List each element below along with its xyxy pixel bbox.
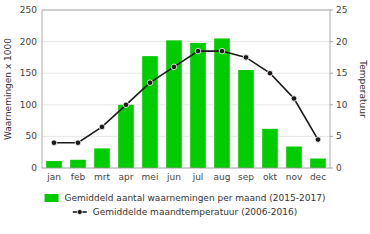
- y2-tick: [330, 104, 333, 105]
- grid-line: [42, 73, 330, 74]
- x-tick-label: mei: [142, 172, 159, 182]
- y2-tick: [330, 73, 333, 74]
- bar: [286, 147, 302, 168]
- plot-frame: [42, 10, 330, 168]
- bar: [190, 43, 206, 168]
- bar: [70, 160, 86, 168]
- bar: [166, 40, 182, 168]
- y2-tick-label: 20: [336, 37, 348, 47]
- marker: [195, 48, 201, 54]
- y-tick-label: 100: [20, 100, 37, 110]
- legend-item: Gemiddeld aantal waarnemingen per maand …: [45, 193, 326, 203]
- x-tick-label: okt: [263, 172, 278, 182]
- y-tick-label: 250: [20, 5, 37, 15]
- bar: [214, 38, 230, 168]
- legend-marker: [77, 210, 82, 215]
- marker: [51, 140, 57, 146]
- x-tick-label: aug: [214, 172, 231, 182]
- legend: Gemiddeld aantal waarnemingen per maand …: [45, 193, 326, 217]
- y-tick-label: 0: [31, 163, 37, 173]
- marker: [75, 140, 81, 146]
- marker: [291, 96, 297, 102]
- grid-line: [42, 104, 330, 105]
- bar: [238, 70, 254, 168]
- bar: [118, 105, 134, 168]
- x-tick-label: mrt: [94, 172, 110, 182]
- y2-tick: [330, 41, 333, 42]
- marker: [243, 55, 249, 61]
- legend-label: Gemiddeld aantal waarnemingen per maand …: [65, 193, 326, 203]
- marker: [315, 137, 321, 143]
- y2-tick-label: 5: [336, 131, 342, 141]
- y2-tick: [330, 10, 333, 11]
- line: [54, 51, 318, 143]
- marker: [171, 64, 177, 70]
- bar: [142, 56, 158, 168]
- bar: [262, 129, 278, 168]
- y-tick-label: 200: [20, 37, 37, 47]
- bar: [94, 148, 110, 168]
- bar: [310, 159, 326, 168]
- x-tick-label: apr: [119, 172, 134, 182]
- y2-tick-label: 15: [336, 68, 347, 78]
- y-tick-label: 50: [26, 131, 38, 141]
- legend-swatch: [45, 194, 59, 202]
- axes: 0 50 100 150 200 250 0 5 10 15 20 25 janfebmrtaprmei…: [20, 5, 348, 182]
- y-axis-label: Waarnemingen x 1000: [3, 38, 13, 140]
- legend-label: Gemiddelde maandtemperatuur (2006-2016): [93, 207, 297, 217]
- data: [46, 38, 326, 168]
- x-tick-label: jan: [46, 172, 61, 182]
- y-tick-label: 150: [20, 68, 37, 78]
- y2-tick: [330, 168, 333, 169]
- x-tick-label: dec: [310, 172, 326, 182]
- marker: [219, 48, 225, 54]
- bar: [46, 161, 62, 168]
- x-tick-label: nov: [286, 172, 303, 182]
- x-tick-label: jul: [192, 172, 204, 182]
- y2-tick-label: 10: [336, 100, 348, 110]
- grid-line: [42, 41, 330, 42]
- x-tick-label: sep: [238, 172, 254, 182]
- x-tick-label: jun: [166, 172, 181, 182]
- chart: 0 50 100 150 200 250 0 5 10 15 20 25 janfebmrtaprmei…: [0, 0, 370, 234]
- y2-axis-label: Temperatuur: [358, 59, 368, 118]
- y2-tick: [330, 136, 333, 137]
- marker: [147, 80, 153, 86]
- legend-item: Gemiddelde maandtemperatuur (2006-2016): [73, 207, 297, 217]
- x-tick-label: feb: [71, 172, 86, 182]
- marker: [267, 70, 273, 76]
- y2-tick-label: 25: [336, 5, 347, 15]
- grid-line: [42, 136, 330, 137]
- marker: [99, 124, 105, 130]
- y2-tick-label: 0: [336, 163, 342, 173]
- marker: [123, 102, 129, 108]
